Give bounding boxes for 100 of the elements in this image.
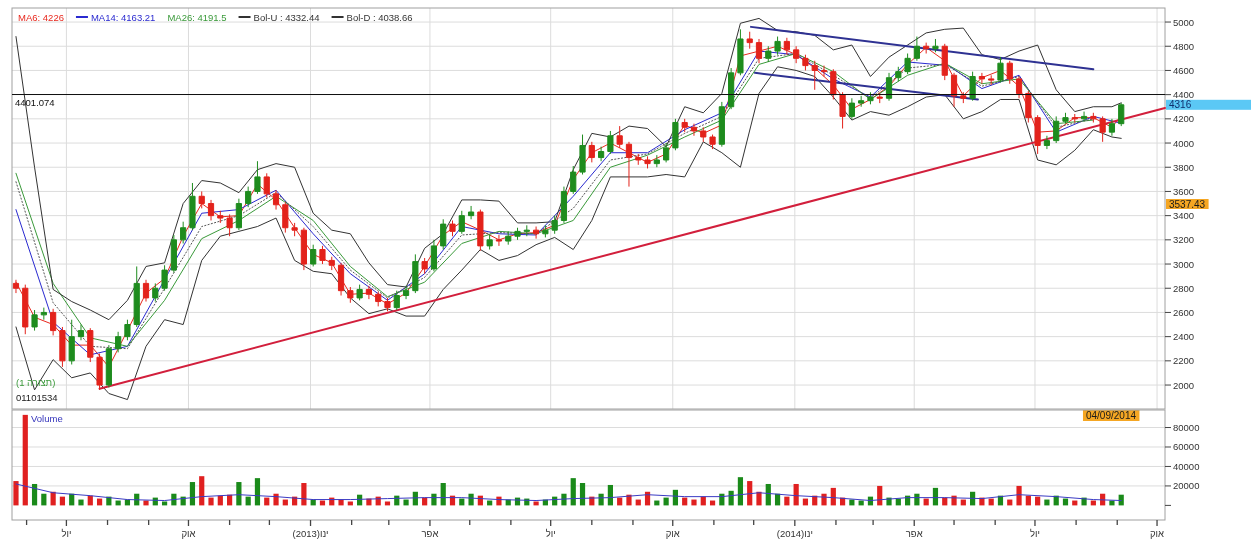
candlestick (811, 60, 818, 91)
candlestick (31, 309, 38, 332)
candlestick (486, 234, 493, 251)
candlestick (746, 31, 753, 50)
candlestick (904, 53, 911, 75)
candlestick (1071, 113, 1078, 123)
bar (1016, 485, 1022, 506)
candlestick (1118, 102, 1125, 127)
legend-label: MA14: 4163.21 (90, 11, 156, 23)
candlestick (170, 234, 177, 274)
legend-label: Bol-D : 4038.66 (346, 11, 413, 23)
bar (1044, 499, 1050, 506)
candlestick (356, 284, 363, 301)
text: MA26: 4191.5 (167, 11, 227, 23)
bar (189, 482, 196, 506)
candlestick (226, 213, 233, 237)
candlestick (532, 226, 540, 240)
y-tick-label: 2200 (1173, 355, 1195, 367)
x-tick-label: יול (1029, 527, 1040, 539)
candlestick (365, 285, 373, 300)
bar (691, 499, 697, 506)
bar (338, 499, 344, 506)
candlestick (997, 56, 1004, 84)
candlestick (598, 146, 605, 162)
candlestick (133, 265, 140, 328)
candlestick (895, 66, 902, 82)
candlestick (932, 38, 939, 53)
candlestick (328, 256, 335, 271)
candlestick (505, 230, 512, 246)
candlestick (765, 45, 772, 63)
candlestick (1043, 135, 1051, 150)
candlestick (1006, 60, 1013, 85)
candlestick (653, 154, 660, 168)
candlestick (737, 28, 744, 76)
bar (1109, 500, 1115, 506)
annotation: 04/09/2014 (1085, 410, 1137, 421)
candlestick (347, 286, 354, 304)
candlestick (152, 282, 159, 303)
text: 3537.43 (1169, 198, 1206, 210)
candlestick (700, 126, 707, 143)
y-tick-label: 4000 (1173, 137, 1195, 149)
bar (273, 493, 279, 506)
candlestick (1053, 115, 1060, 144)
candlestick (272, 189, 280, 211)
candlestick (960, 91, 967, 104)
candlestick (319, 245, 326, 265)
chart-title: Volume (31, 412, 63, 424)
candlestick (1015, 75, 1023, 99)
candlestick (207, 199, 215, 221)
candlestick (300, 227, 307, 271)
candlestick (263, 172, 270, 198)
bar (747, 481, 753, 506)
candlestick (124, 319, 131, 341)
candlestick (77, 324, 85, 341)
candlestick (477, 209, 484, 252)
bar (403, 499, 409, 506)
text: 4316 (1169, 99, 1192, 111)
candlestick (412, 253, 419, 294)
x-tick-label: ינו(2014) (776, 527, 813, 539)
text: MA6: 4226 (18, 11, 64, 23)
candlestick (728, 67, 735, 110)
candlestick (467, 205, 475, 220)
y-tick-label: 20000 (1173, 480, 1200, 492)
candlestick (635, 153, 642, 166)
candlestick (440, 218, 447, 251)
x-tick-label: יול (61, 527, 72, 539)
bar (22, 414, 28, 506)
candlestick (430, 239, 438, 272)
line-series (15, 66, 1122, 401)
candlestick (87, 327, 94, 363)
x-tick-label: יול (545, 527, 556, 539)
x-tick-label: אוק (1150, 527, 1165, 539)
candlestick (198, 190, 205, 209)
candlestick (337, 262, 345, 296)
x-tick-label: אוק (181, 527, 196, 539)
legend-label: Bol-U : 4332.44 (253, 11, 320, 23)
bar (431, 493, 437, 506)
bar (254, 478, 261, 506)
candlestick (254, 160, 261, 195)
bar (208, 497, 214, 506)
bar (41, 493, 47, 506)
candlestick (245, 186, 252, 208)
x-tick-label: ינו(2013) (292, 527, 329, 539)
candlestick (560, 186, 568, 224)
y-tick-label: 3800 (1173, 161, 1195, 173)
candlestick (421, 257, 428, 275)
candlestick (969, 71, 976, 102)
candlestick (384, 297, 391, 312)
candlestick (1108, 118, 1116, 137)
candlestick (458, 210, 465, 235)
candlestick (115, 331, 122, 353)
candlestick (690, 123, 698, 137)
candlestick (988, 74, 995, 86)
y-tick-label: 2600 (1173, 306, 1195, 318)
y-tick-label: 2800 (1173, 282, 1195, 294)
candlestick (579, 134, 586, 175)
y-tick-label: 2000 (1173, 379, 1195, 391)
candlestick (495, 234, 503, 247)
bar (579, 483, 586, 506)
candlestick (514, 227, 521, 241)
